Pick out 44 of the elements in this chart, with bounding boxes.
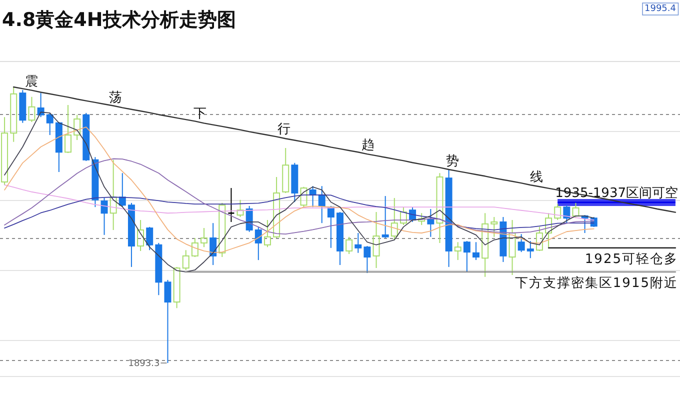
candlestick: [518, 234, 525, 253]
candlestick: [164, 279, 172, 364]
candlestick: [10, 86, 18, 142]
candlestick: [146, 226, 154, 251]
candlestick: [1, 116, 8, 186]
candlestick: [382, 196, 389, 238]
candlestick: [46, 112, 54, 136]
candlestick: [64, 104, 72, 154]
candlestick: [182, 250, 190, 270]
candlestick: [28, 96, 36, 123]
candlestick: [482, 212, 489, 278]
candlestick: [228, 188, 235, 222]
series-label: 下方支撑密集区1915附近: [514, 274, 678, 291]
candlestick: [545, 212, 552, 248]
candlestick: [254, 226, 262, 261]
candlestick: [372, 212, 380, 269]
candlestick: [137, 220, 144, 252]
annotation: 1893.3: [128, 359, 160, 369]
candlestick: [454, 242, 462, 261]
candlestick: [273, 176, 280, 238]
candlestick: [354, 232, 362, 254]
candlestick: [110, 159, 117, 230]
candlestick: [490, 216, 498, 238]
candlestick: [427, 208, 434, 238]
candlestick: [563, 204, 570, 224]
series-label: 1925可轻仓多: [584, 252, 678, 267]
candlestick: [463, 240, 470, 272]
candlestick: [74, 114, 81, 140]
candlestick: [100, 197, 108, 236]
candlestick: [390, 197, 398, 240]
candlestick: [436, 172, 444, 244]
candlestick: [418, 212, 426, 226]
chart-title: 4.8黄金4H技术分析走势图: [2, 9, 236, 31]
candlestick: [200, 228, 208, 248]
candlestick: [236, 199, 244, 218]
text: 1995.4: [644, 4, 676, 14]
candlestick: [508, 220, 516, 276]
candlestick: [526, 240, 534, 259]
text: 震荡下行趋势线: [25, 74, 543, 185]
candlestick: [264, 220, 271, 248]
candlestick: [282, 147, 290, 194]
candlestick: [472, 242, 480, 261]
candlestick: [364, 245, 371, 274]
candlestick: [37, 92, 44, 118]
